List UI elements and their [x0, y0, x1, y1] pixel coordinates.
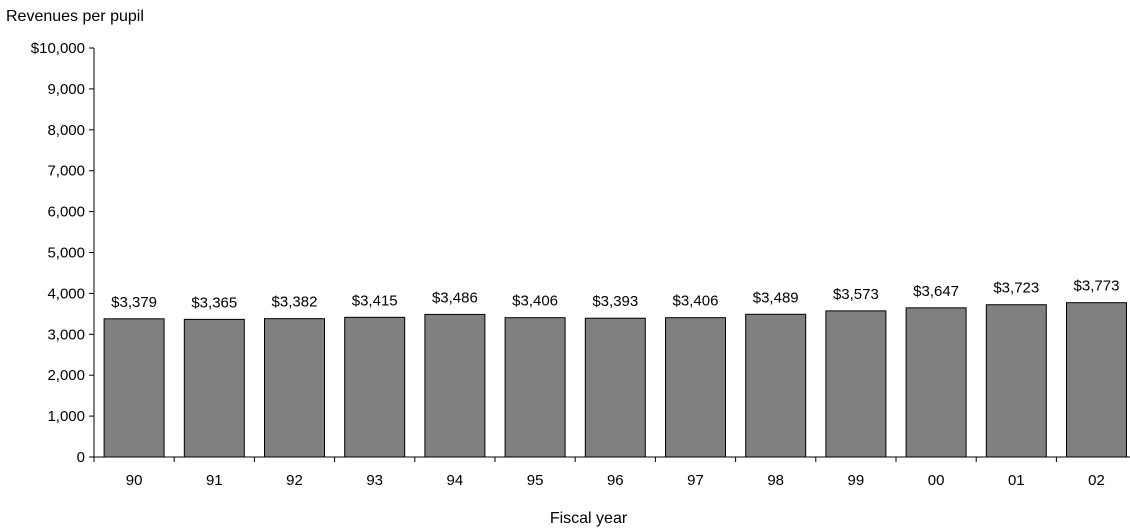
bars	[103, 302, 1127, 458]
data-label: $3,415	[352, 292, 398, 309]
y-tick-label: 6,000	[47, 204, 85, 221]
data-label: $3,486	[432, 289, 478, 306]
bar	[344, 316, 406, 458]
data-label: $3,489	[753, 289, 799, 306]
data-label: $3,382	[272, 294, 318, 311]
bar	[1066, 302, 1127, 458]
x-tick-label: 00	[928, 472, 945, 489]
bar	[665, 317, 726, 458]
data-label: $3,773	[1074, 278, 1120, 295]
data-label: $3,647	[913, 283, 959, 300]
value-labels: $3,379 $3,365 $3,382 $3,415 $3,486 $3,406 $3,3…	[111, 278, 1119, 312]
data-label: $3,406	[512, 293, 558, 310]
y-tick-label: 0	[77, 449, 85, 466]
bar	[103, 318, 165, 458]
y-axis-title: Revenues per pupil	[6, 8, 144, 25]
y-tick-label: 8,000	[47, 122, 85, 139]
y-tick-label: 1,000	[47, 408, 85, 425]
data-label: $3,723	[993, 280, 1039, 297]
y-tick-label: 2,000	[47, 367, 85, 384]
x-tick-label: 90	[126, 472, 143, 489]
x-axis-title: Fiscal year	[549, 510, 628, 527]
data-label: $3,365	[191, 294, 237, 311]
x-tick-label: 93	[366, 472, 383, 489]
y-tick-label: $10,000	[31, 40, 85, 57]
x-tick-label: 98	[767, 472, 784, 489]
axes: 0 1,000 2,000 3,000 4,000 5,000 6,000 7,000 8,00…	[31, 40, 1130, 489]
y-tick-label: 4,000	[47, 285, 85, 302]
bar	[584, 317, 646, 458]
x-tick-label: 97	[687, 472, 704, 489]
bar	[825, 310, 887, 458]
x-tick-label: 01	[1008, 472, 1025, 489]
data-label: $3,379	[111, 294, 157, 311]
bar	[985, 304, 1047, 458]
data-label: $3,573	[833, 286, 879, 303]
data-label: $3,393	[592, 293, 638, 310]
x-tick-label: 96	[607, 472, 624, 489]
x-tick-label: 99	[848, 472, 865, 489]
y-tick-label: 3,000	[47, 326, 85, 343]
bar	[905, 307, 967, 458]
x-tick-label: 92	[286, 472, 303, 489]
y-tick-label: 9,000	[47, 81, 85, 98]
y-tick-label: 7,000	[47, 163, 85, 180]
bar	[183, 318, 245, 458]
bar	[424, 313, 486, 458]
bar	[264, 318, 325, 458]
bar	[504, 317, 566, 458]
x-tick-label: 02	[1088, 472, 1105, 489]
x-tick-label: 91	[206, 472, 223, 489]
bar	[745, 313, 807, 458]
data-label: $3,406	[673, 293, 719, 310]
x-tick-label: 94	[447, 472, 464, 489]
y-tick-label: 5,000	[47, 245, 85, 262]
x-tick-label: 95	[527, 472, 544, 489]
